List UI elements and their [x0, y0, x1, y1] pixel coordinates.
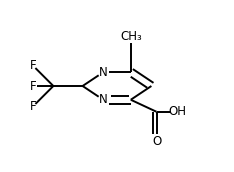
Text: O: O [152, 135, 161, 148]
Text: OH: OH [168, 105, 186, 118]
Text: F: F [29, 100, 36, 113]
Text: N: N [99, 93, 108, 106]
Text: N: N [99, 66, 108, 79]
Text: F: F [29, 59, 36, 72]
Text: CH₃: CH₃ [120, 30, 142, 43]
Text: F: F [29, 79, 36, 93]
